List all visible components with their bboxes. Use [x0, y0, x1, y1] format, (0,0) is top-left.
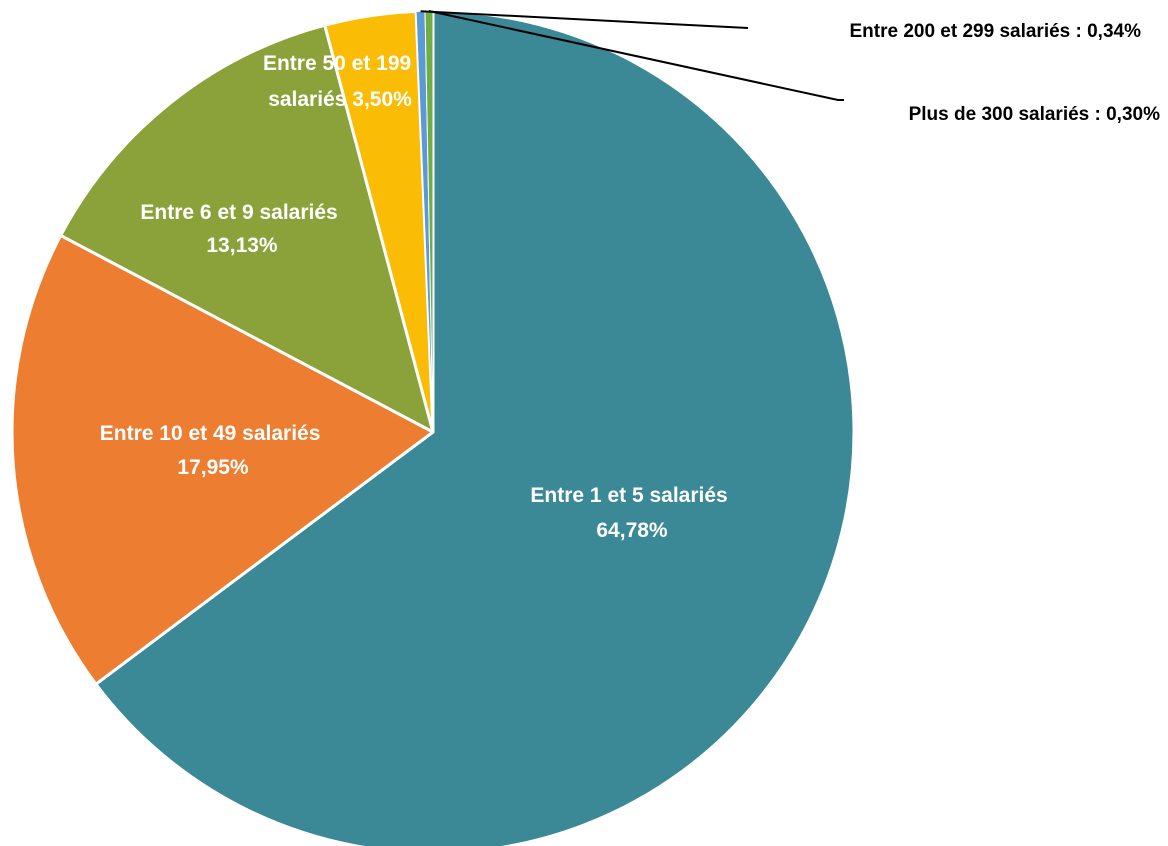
leader-line-200-299 — [420, 10, 749, 29]
slice-label-1-5-name: Entre 1 et 5 salariés — [530, 484, 727, 507]
slice-label-50-199-value: salariés 3,50% — [268, 88, 412, 111]
slice-label-6-9-value: 13,13% — [206, 234, 278, 257]
slice-label-300-plus: Plus de 300 salariés : 0,30% — [909, 104, 1160, 125]
slice-10-49 — [10, 233, 435, 686]
slice-label-6-9-name: Entre 6 et 9 salariés — [140, 201, 337, 224]
leader-lines — [420, 10, 844, 101]
slice-label-50-199: Entre 50 et 199 salariés 3,50% — [263, 52, 417, 111]
slice-label-1-5: Entre 1 et 5 salariés 64,78% — [530, 484, 733, 542]
pie-slices — [10, 9, 856, 846]
slice-label-200-299: Entre 200 et 299 salariés : 0,34% — [849, 21, 1141, 42]
slice-label-10-49-name: Entre 10 et 49 salariés — [100, 422, 321, 445]
slice-label-6-9: Entre 6 et 9 salariés 13,13% — [140, 201, 343, 257]
leader-line-300-plus — [428, 10, 844, 101]
slice-1-5 — [94, 9, 856, 846]
slice-label-50-199-name: Entre 50 et 199 — [263, 52, 411, 75]
slice-label-1-5-value: 64,78% — [596, 519, 668, 542]
slice-6-9 — [59, 23, 435, 434]
slice-label-10-49-value: 17,95% — [177, 456, 249, 479]
slice-label-10-49: Entre 10 et 49 salariés 17,95% — [100, 422, 327, 479]
